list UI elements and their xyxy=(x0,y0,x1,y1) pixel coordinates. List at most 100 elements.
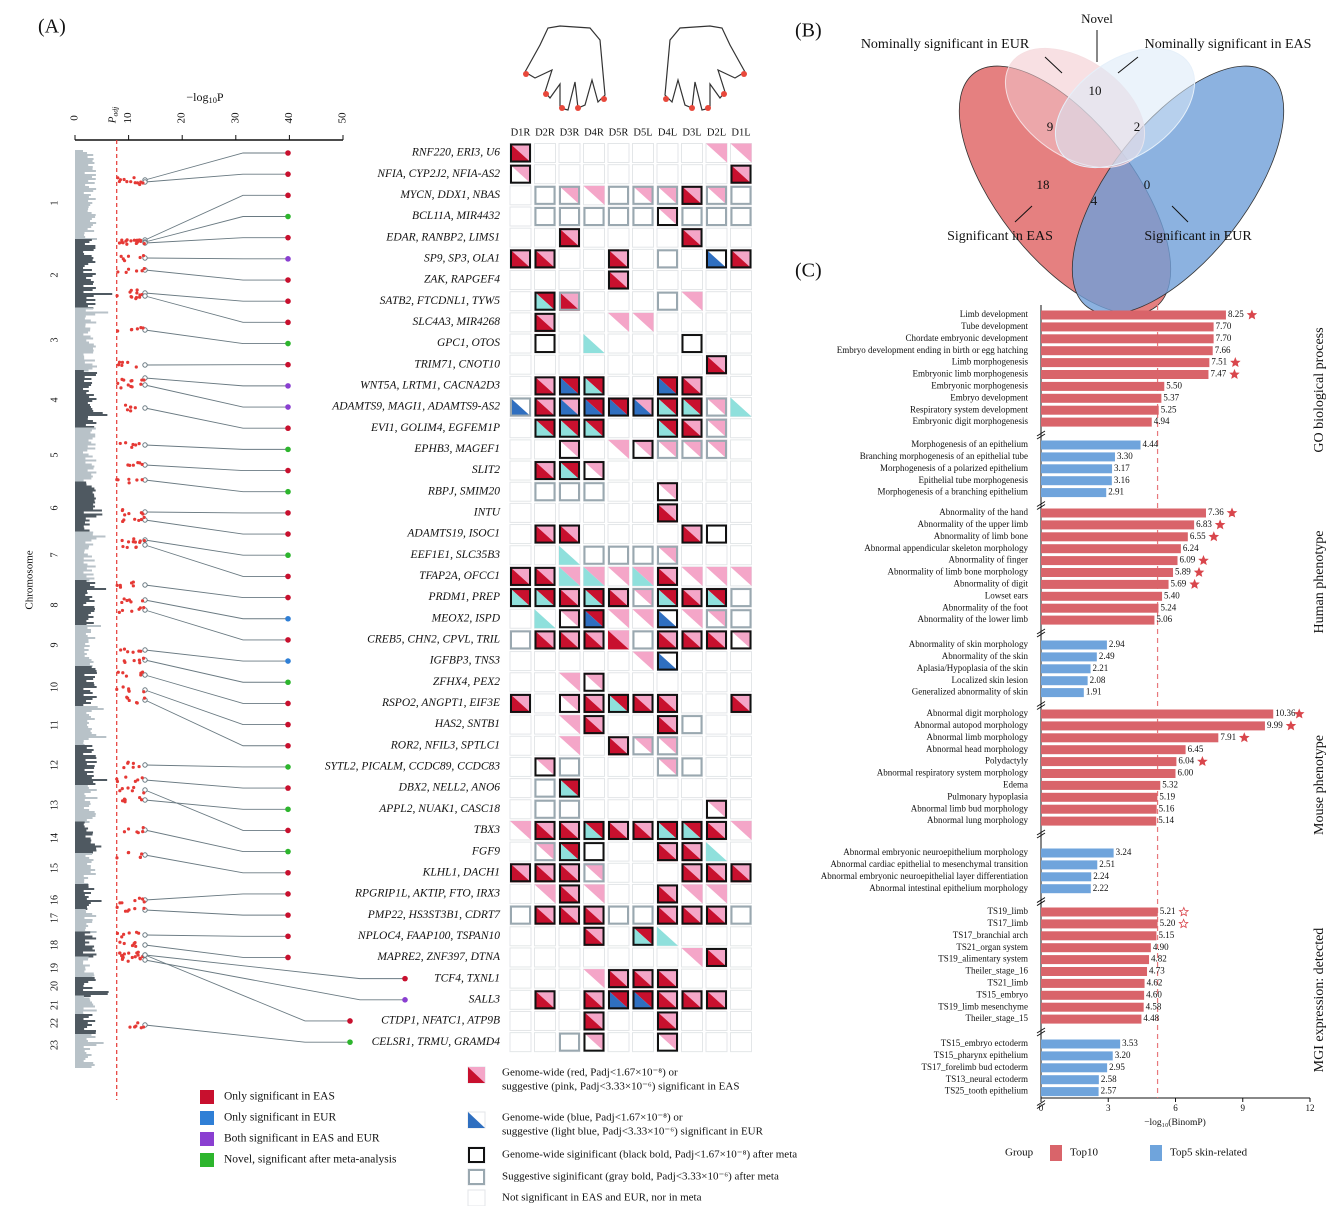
cell-bg xyxy=(730,418,752,439)
snp-hit xyxy=(133,517,137,521)
category-label: Abnormal limb bud morphology xyxy=(911,803,1029,813)
snp-density xyxy=(75,382,93,384)
snp-density xyxy=(75,243,85,245)
snp-hit xyxy=(123,660,127,665)
cell-bg xyxy=(509,206,532,227)
snp-density xyxy=(75,176,93,178)
significance-cell xyxy=(681,502,703,523)
venn-label: Nominally significant in EUR xyxy=(861,37,1030,52)
snp-density xyxy=(75,1060,84,1062)
eas-triangle xyxy=(559,524,580,544)
snp-hit xyxy=(140,670,145,674)
meta-border xyxy=(657,397,678,417)
snp-density xyxy=(75,791,91,793)
significance-cell xyxy=(632,481,654,502)
significance-cell xyxy=(681,143,703,163)
significance-cell xyxy=(558,1032,581,1053)
snp-hit xyxy=(138,661,142,665)
significance-cell xyxy=(705,820,728,841)
cell-bg xyxy=(534,164,556,185)
snp-hit xyxy=(140,599,145,603)
snp-density xyxy=(75,1034,92,1036)
snp-density xyxy=(75,825,85,828)
significance-cell xyxy=(558,185,581,206)
meta-border xyxy=(657,842,678,862)
snp-density xyxy=(75,898,87,900)
gene-label: TCF4, TXNL1 xyxy=(434,972,500,984)
eas-triangle xyxy=(608,609,629,629)
panel-label: (C) xyxy=(795,260,822,282)
significance-cell xyxy=(509,651,532,672)
eas-triangle xyxy=(657,566,678,586)
cell-bg xyxy=(607,143,630,163)
significance-cell xyxy=(509,270,532,291)
cell-bg xyxy=(656,227,679,248)
snp-density xyxy=(75,714,90,716)
significance-cell xyxy=(656,545,679,566)
axis-break xyxy=(1036,829,1046,839)
category-label: TS15_embryo ectoderm xyxy=(941,1038,1028,1048)
snp-hit xyxy=(137,764,141,769)
snp-density xyxy=(75,970,85,973)
significance-cell xyxy=(730,418,752,439)
significance-cell xyxy=(607,587,630,608)
meta-border xyxy=(510,566,531,586)
snp-hit xyxy=(122,647,127,651)
snp-density xyxy=(75,811,95,813)
meta-border xyxy=(559,228,580,248)
snp-hit xyxy=(127,698,131,703)
cell-bg xyxy=(583,651,605,672)
cell-bg xyxy=(656,270,679,291)
eas-triangle xyxy=(534,524,556,544)
cell-bg xyxy=(583,312,605,333)
snp-density xyxy=(75,547,89,550)
significance-cell xyxy=(509,905,532,926)
snp-density xyxy=(75,829,87,832)
eas-triangle xyxy=(559,905,580,925)
hit-dot xyxy=(285,192,291,199)
value-label: 5.50 xyxy=(1166,380,1182,390)
snp-density xyxy=(75,960,84,963)
category-label: Polydactyly xyxy=(985,756,1028,766)
snp-hit xyxy=(129,379,133,383)
cell-bg xyxy=(509,1010,532,1031)
snp-density xyxy=(75,974,95,977)
hit-dot xyxy=(285,848,291,855)
bar xyxy=(1041,816,1157,826)
snp-density xyxy=(75,888,95,890)
significance-cell xyxy=(656,354,679,375)
snp-density xyxy=(75,555,92,558)
snp-density xyxy=(75,453,89,456)
hit-connector xyxy=(144,779,288,789)
significance-cell xyxy=(583,608,605,629)
chromosome-band xyxy=(75,427,97,482)
category-label: Abnormality of the skin xyxy=(942,651,1029,661)
category-label: Embryo development ending in birth or eg… xyxy=(837,345,1029,355)
snp-density xyxy=(75,513,103,516)
eas-triangle xyxy=(730,566,752,586)
snp-hit xyxy=(126,383,130,387)
cell-bg xyxy=(509,333,532,354)
significance-cell xyxy=(681,756,703,777)
eas-triangle xyxy=(559,884,580,904)
snp-density xyxy=(75,311,109,314)
category-label: Morphogenesis of a polarized epithelium xyxy=(880,463,1028,473)
cell-bg xyxy=(730,968,752,989)
significance-cell xyxy=(509,206,532,227)
significance-cell xyxy=(534,1032,556,1053)
peak-marker xyxy=(142,293,148,299)
snp-density xyxy=(75,797,98,799)
snp-density xyxy=(75,956,89,959)
significance-cell xyxy=(583,460,605,481)
hit-dot xyxy=(285,742,291,749)
snp-hit xyxy=(142,791,146,795)
significance-cell xyxy=(730,248,752,269)
eas-triangle xyxy=(681,630,703,650)
snp-density xyxy=(75,412,103,414)
snp-density xyxy=(75,349,94,352)
cell-bg xyxy=(730,883,752,904)
significance-cell xyxy=(632,185,654,206)
cell-bg xyxy=(730,291,752,312)
eas-triangle xyxy=(632,312,654,332)
value-label: 3.53 xyxy=(1122,1038,1138,1048)
